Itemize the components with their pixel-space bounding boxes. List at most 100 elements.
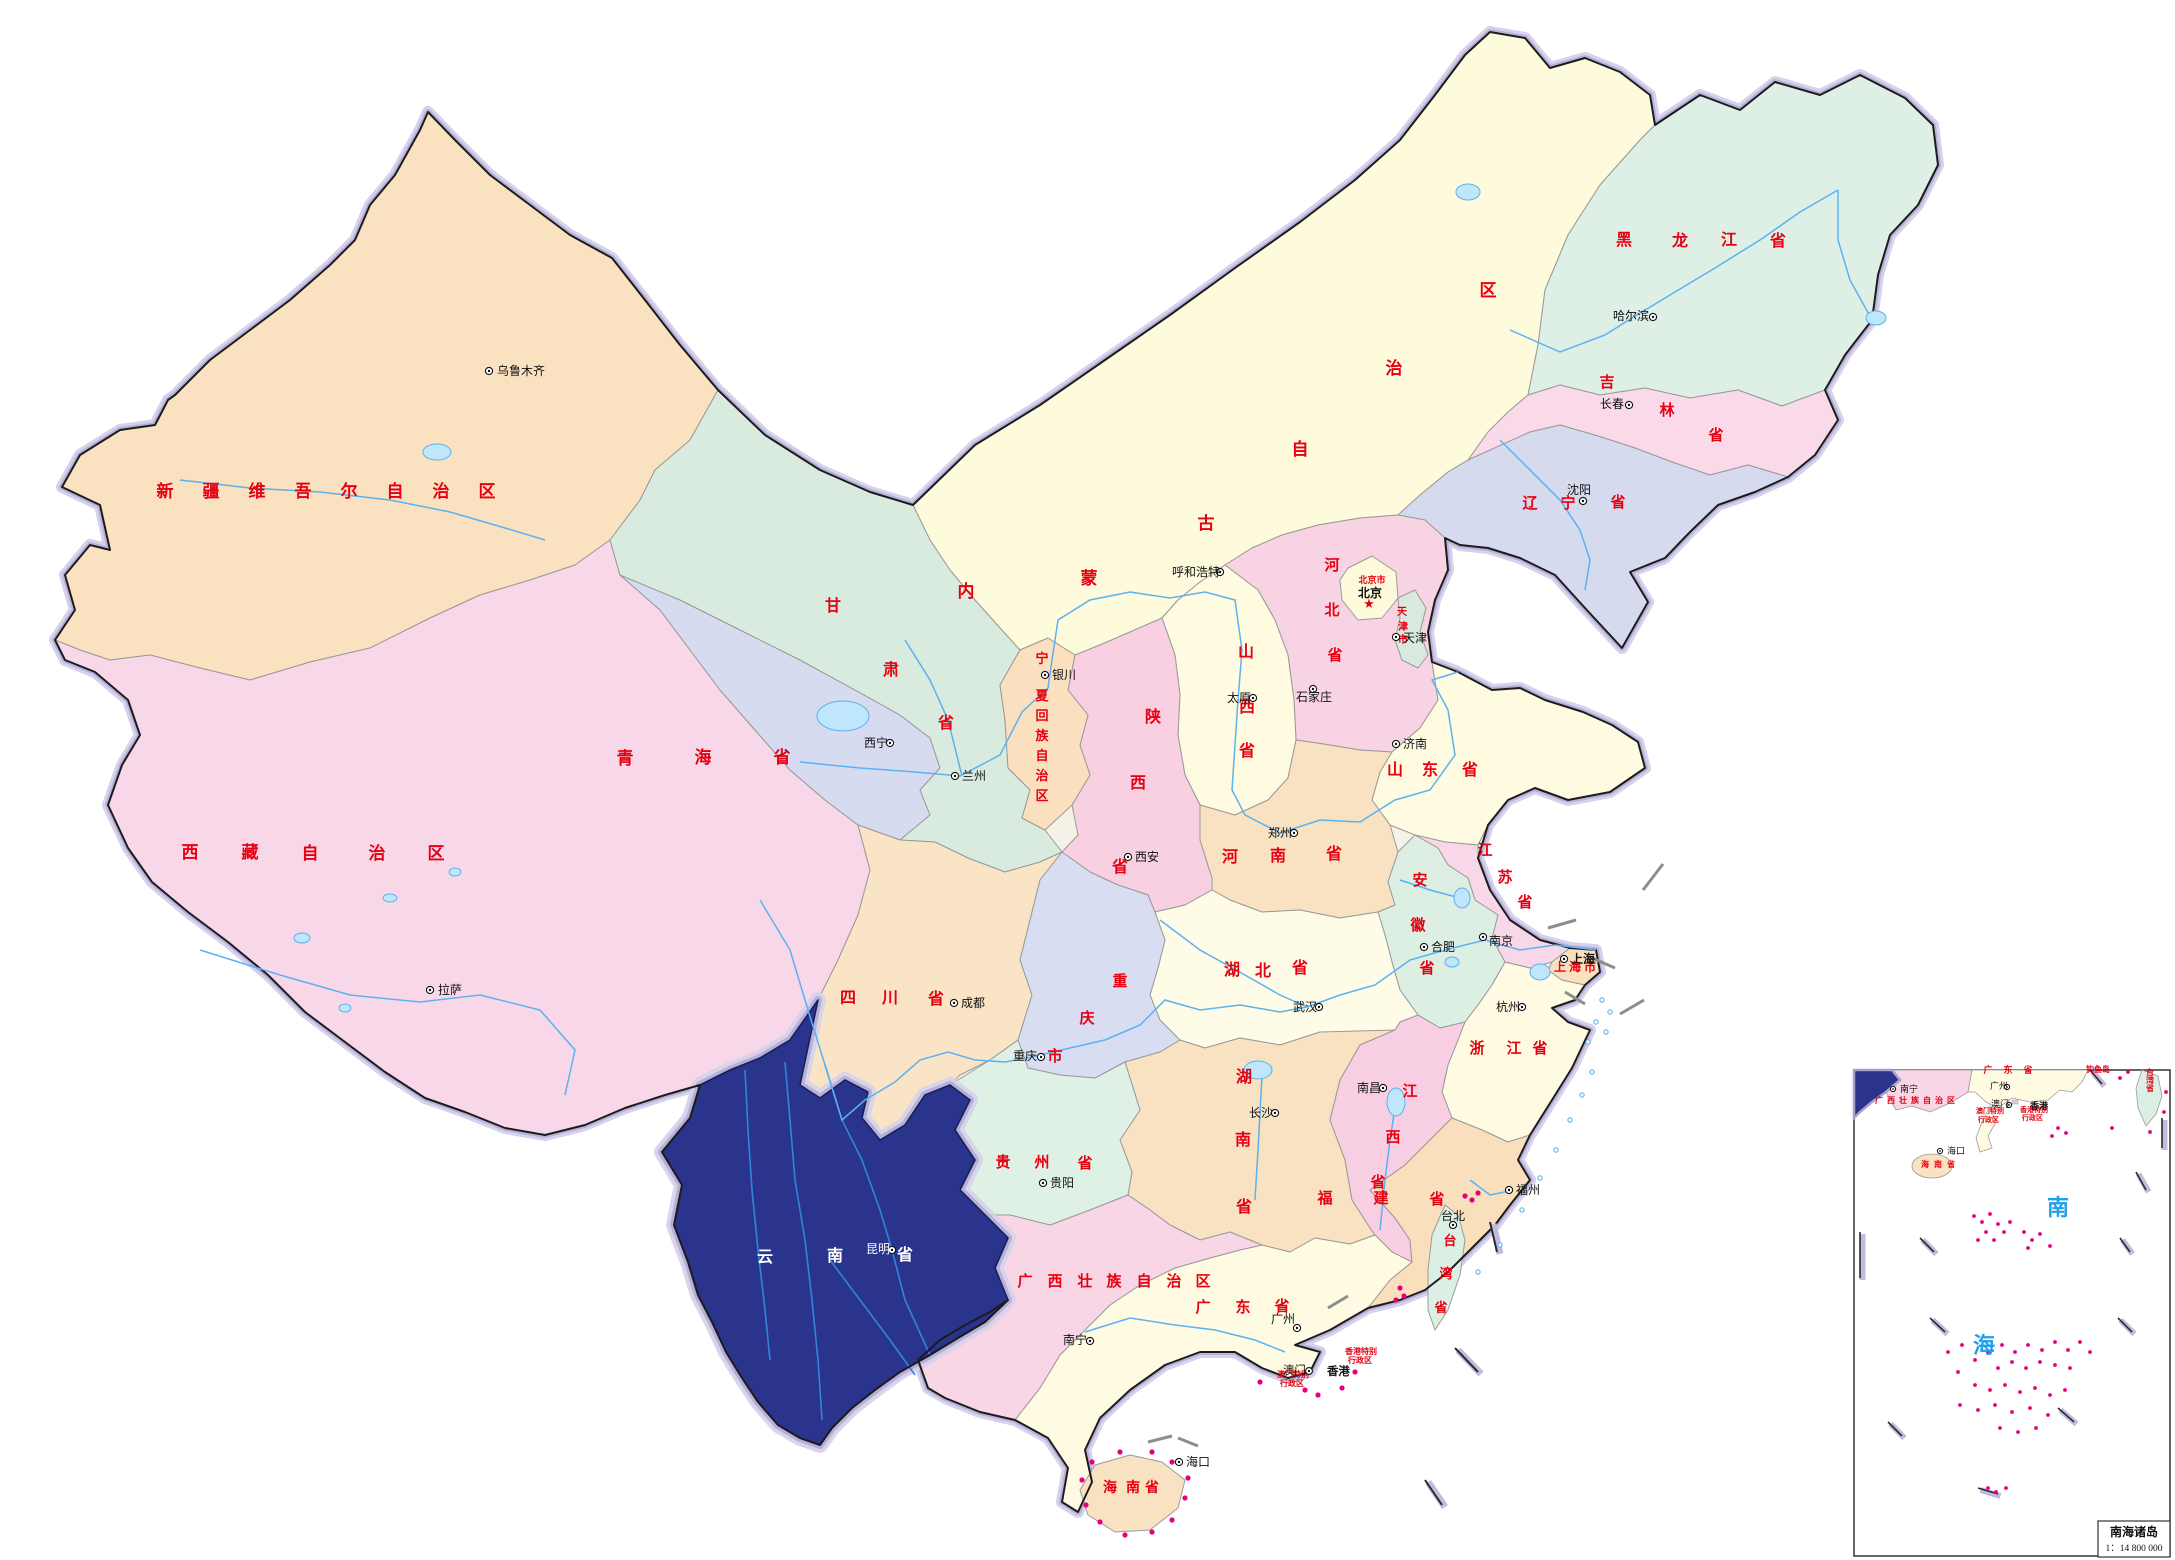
capital-heilongjiang-marker[interactable] (1648, 312, 1658, 322)
capital-zhejiang-marker[interactable] (1517, 1002, 1527, 1012)
province-tianjin[interactable] (1394, 589, 1429, 669)
capital-taiwan-marker[interactable] (1448, 1220, 1458, 1230)
province-label-xinjiang: 尔 (341, 481, 358, 501)
boundary-dash-1 (1619, 998, 1645, 1016)
province-label-chongqing: 重 (1112, 972, 1127, 990)
inset-sea-label-1: 海 (1973, 1333, 1995, 1358)
province-label-guizhou: 州 (1033, 1154, 1049, 1171)
capital-shanghai-marker[interactable] (1559, 954, 1569, 964)
province-ningxia[interactable] (999, 637, 1091, 831)
province-label-neimenggu: 区 (1480, 281, 1497, 300)
capital-guangxi-marker[interactable] (1085, 1336, 1095, 1346)
capital-shaanxi-label: 西安 (1135, 849, 1159, 864)
lake-0 (816, 700, 870, 732)
capital-guangxi-label: 南宁 (1063, 1332, 1087, 1347)
inset-island-dot-16 (2048, 1244, 2052, 1248)
province-taiwan[interactable] (1427, 1204, 1466, 1331)
lake-10 (382, 893, 398, 903)
capital-fujian-marker[interactable] (1504, 1185, 1514, 1195)
lake-2 (1455, 183, 1481, 201)
sar-city-macau-marker[interactable] (1305, 1367, 1313, 1375)
inset-island-dot-18 (1960, 1343, 1964, 1347)
lake-8 (1444, 956, 1460, 968)
inset-island-dot-19 (1973, 1358, 1977, 1362)
dash-bar-2 (1424, 1479, 1443, 1506)
province-label-tianjin: 市 (1398, 633, 1408, 646)
inset-label-4: 岛 (2102, 1064, 2110, 1074)
inset-island-dot-50 (2016, 1430, 2020, 1434)
capital-hubei-marker[interactable] (1314, 1002, 1324, 1012)
capital-anhui-marker[interactable] (1419, 942, 1429, 952)
coastal-islet-2 (1593, 1019, 1599, 1025)
island-dot-11 (1089, 1459, 1095, 1465)
inset-island-dot-30 (1996, 1366, 2000, 1370)
capital-xinjiang-marker[interactable] (484, 366, 494, 376)
capital-shandong-marker[interactable] (1391, 739, 1401, 749)
province-label-qinghai: 青 (617, 748, 634, 768)
capital-chongqing-marker[interactable] (1036, 1052, 1046, 1062)
capital-tianjin-marker[interactable] (1391, 632, 1401, 642)
island-dot-4 (1469, 1197, 1475, 1203)
province-hainan[interactable] (1079, 1454, 1186, 1533)
province-label-guizhou: 省 (1076, 1154, 1092, 1172)
capital-jiangxi-marker[interactable] (1378, 1083, 1388, 1093)
coastal-islet-6 (1579, 1092, 1585, 1098)
capital-hubei-label: 武汉 (1293, 1000, 1317, 1014)
inset-island-dot-29 (2088, 1350, 2092, 1354)
capital-jiangsu-marker[interactable] (1478, 932, 1488, 942)
province-label-hebei: 河 (1324, 556, 1339, 574)
lake-3 (1865, 310, 1887, 326)
capital-yunnan-marker[interactable] (887, 1245, 897, 1255)
island-dot-21 (1149, 1449, 1155, 1455)
province-hubei[interactable] (1149, 889, 1419, 1049)
capital-xizang-marker[interactable] (425, 985, 435, 995)
lake-1 (422, 443, 452, 461)
yunnan-river-1 (744, 1069, 771, 1361)
province-label-guangxi: 自 (1136, 1272, 1151, 1290)
capital-gansu-marker[interactable] (950, 771, 960, 781)
inset-island-dot-57 (2164, 1090, 2168, 1094)
inset-island-dot-36 (1973, 1383, 1977, 1387)
province-label-fujian: 建 (1373, 1189, 1389, 1207)
province-label-qinghai: 海 (695, 747, 712, 767)
capital-hainan-marker[interactable] (1174, 1457, 1184, 1467)
capital-yunnan-label: 昆明 (866, 1242, 890, 1256)
capital-neimenggu-marker[interactable] (1215, 567, 1225, 577)
south-china-sea-inset: 南海广东省广西壮族自治区海南省台湾省钓鱼岛澳门特别行政区香港特别行政区南宁 广州澳… (1852, 1064, 2171, 1558)
inset-island-dot-31 (2010, 1360, 2014, 1364)
capital-shaanxi-marker[interactable] (1123, 852, 1133, 862)
capital-hunan-marker[interactable] (1270, 1108, 1280, 1118)
province-label-qinghai: 省 (773, 747, 791, 767)
capital-shanxi-marker[interactable] (1248, 693, 1258, 703)
coastal-islet-0 (1599, 997, 1605, 1003)
capital-hebei-marker[interactable] (1308, 684, 1318, 694)
boundary-dash-7 (1177, 1436, 1199, 1448)
capital-liaoning-marker[interactable] (1578, 496, 1588, 506)
inset-island-dot-39 (2018, 1390, 2022, 1394)
inset-dash-shadow-9 (1979, 1487, 2002, 1499)
province-label-shanxi: 西 (1239, 698, 1255, 716)
capital-sichuan-marker[interactable] (949, 998, 959, 1008)
lake-5 (1243, 1060, 1273, 1080)
province-label-ningxia: 回 (1035, 708, 1048, 723)
capital-qinghai-marker[interactable] (885, 738, 895, 748)
capital-anhui-label: 合肥 (1431, 939, 1455, 954)
province-label-xizang: 西 (182, 843, 199, 862)
lake-4 (1386, 1087, 1406, 1117)
yunnan-river-2 (829, 1259, 916, 1376)
province-beijing[interactable] (1339, 555, 1399, 621)
capital-shanxi-label: 太原 (1227, 690, 1251, 705)
capital-beijing-star-marker[interactable]: ★ (1363, 596, 1375, 611)
capital-guangdong-marker[interactable] (1292, 1323, 1302, 1333)
capital-guizhou-marker[interactable] (1038, 1178, 1048, 1188)
capital-chongqing-label: 重庆 (1013, 1049, 1037, 1063)
coastal-islet-8 (1553, 1147, 1559, 1153)
province-label-fujian: 省 (1428, 1190, 1444, 1208)
capital-ningxia-marker[interactable] (1040, 670, 1050, 680)
inset-label-0: 省 (2022, 1064, 2032, 1075)
capital-henan-marker[interactable] (1289, 828, 1299, 838)
capital-jilin-marker[interactable] (1624, 400, 1634, 410)
inset-island-dot-42 (2063, 1388, 2067, 1392)
province-label-shanxi: 省 (1238, 741, 1255, 760)
